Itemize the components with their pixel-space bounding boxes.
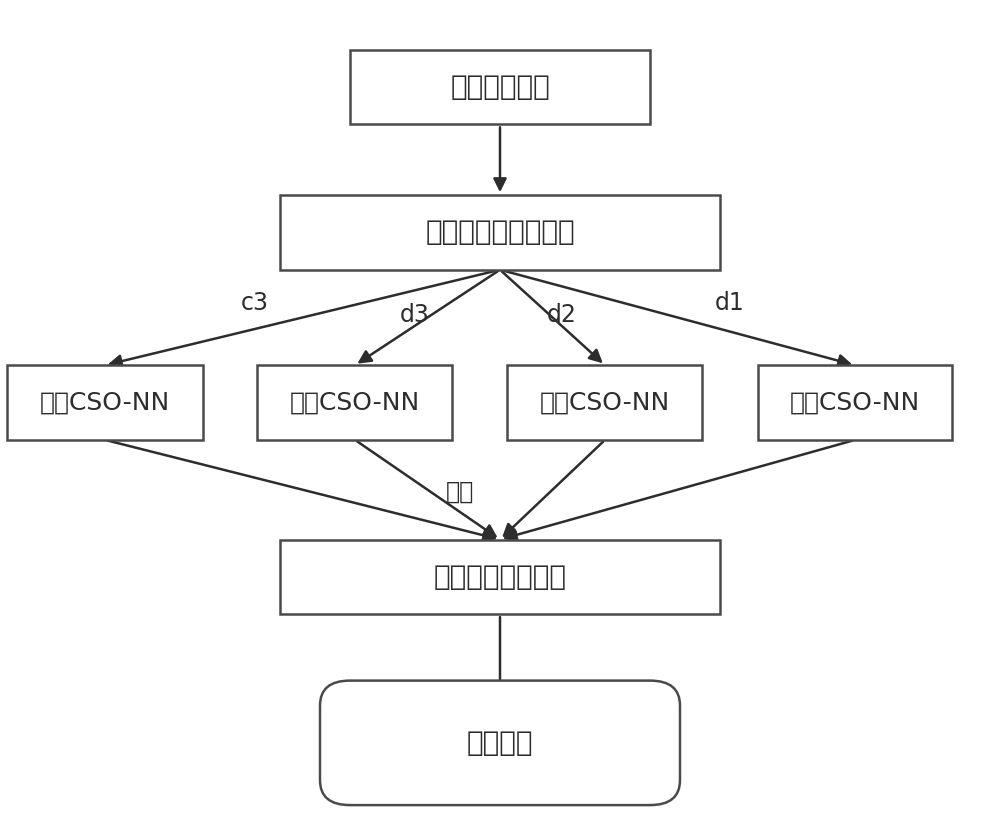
Text: 输出: 输出 xyxy=(446,480,474,503)
FancyBboxPatch shape xyxy=(350,50,650,124)
Text: 改进CSO-NN: 改进CSO-NN xyxy=(790,391,920,414)
Text: d1: d1 xyxy=(715,291,745,315)
Text: c3: c3 xyxy=(241,291,269,315)
FancyBboxPatch shape xyxy=(507,365,702,440)
FancyBboxPatch shape xyxy=(280,195,720,270)
FancyBboxPatch shape xyxy=(758,365,952,440)
FancyBboxPatch shape xyxy=(257,365,452,440)
Text: 原始负荷数据: 原始负荷数据 xyxy=(450,73,550,101)
Text: d2: d2 xyxy=(547,304,577,327)
Text: 改进CSO-NN: 改进CSO-NN xyxy=(40,391,170,414)
Text: 预测分量结果叠加: 预测分量结果叠加 xyxy=(434,563,566,591)
FancyBboxPatch shape xyxy=(7,365,202,440)
FancyBboxPatch shape xyxy=(320,681,680,805)
FancyBboxPatch shape xyxy=(280,540,720,614)
Text: d3: d3 xyxy=(400,304,430,327)
Text: 小波分解并单支重构: 小波分解并单支重构 xyxy=(425,218,575,247)
Text: 改进CSO-NN: 改进CSO-NN xyxy=(540,391,670,414)
Text: 改进CSO-NN: 改进CSO-NN xyxy=(290,391,420,414)
Text: 预测数据: 预测数据 xyxy=(467,729,533,757)
